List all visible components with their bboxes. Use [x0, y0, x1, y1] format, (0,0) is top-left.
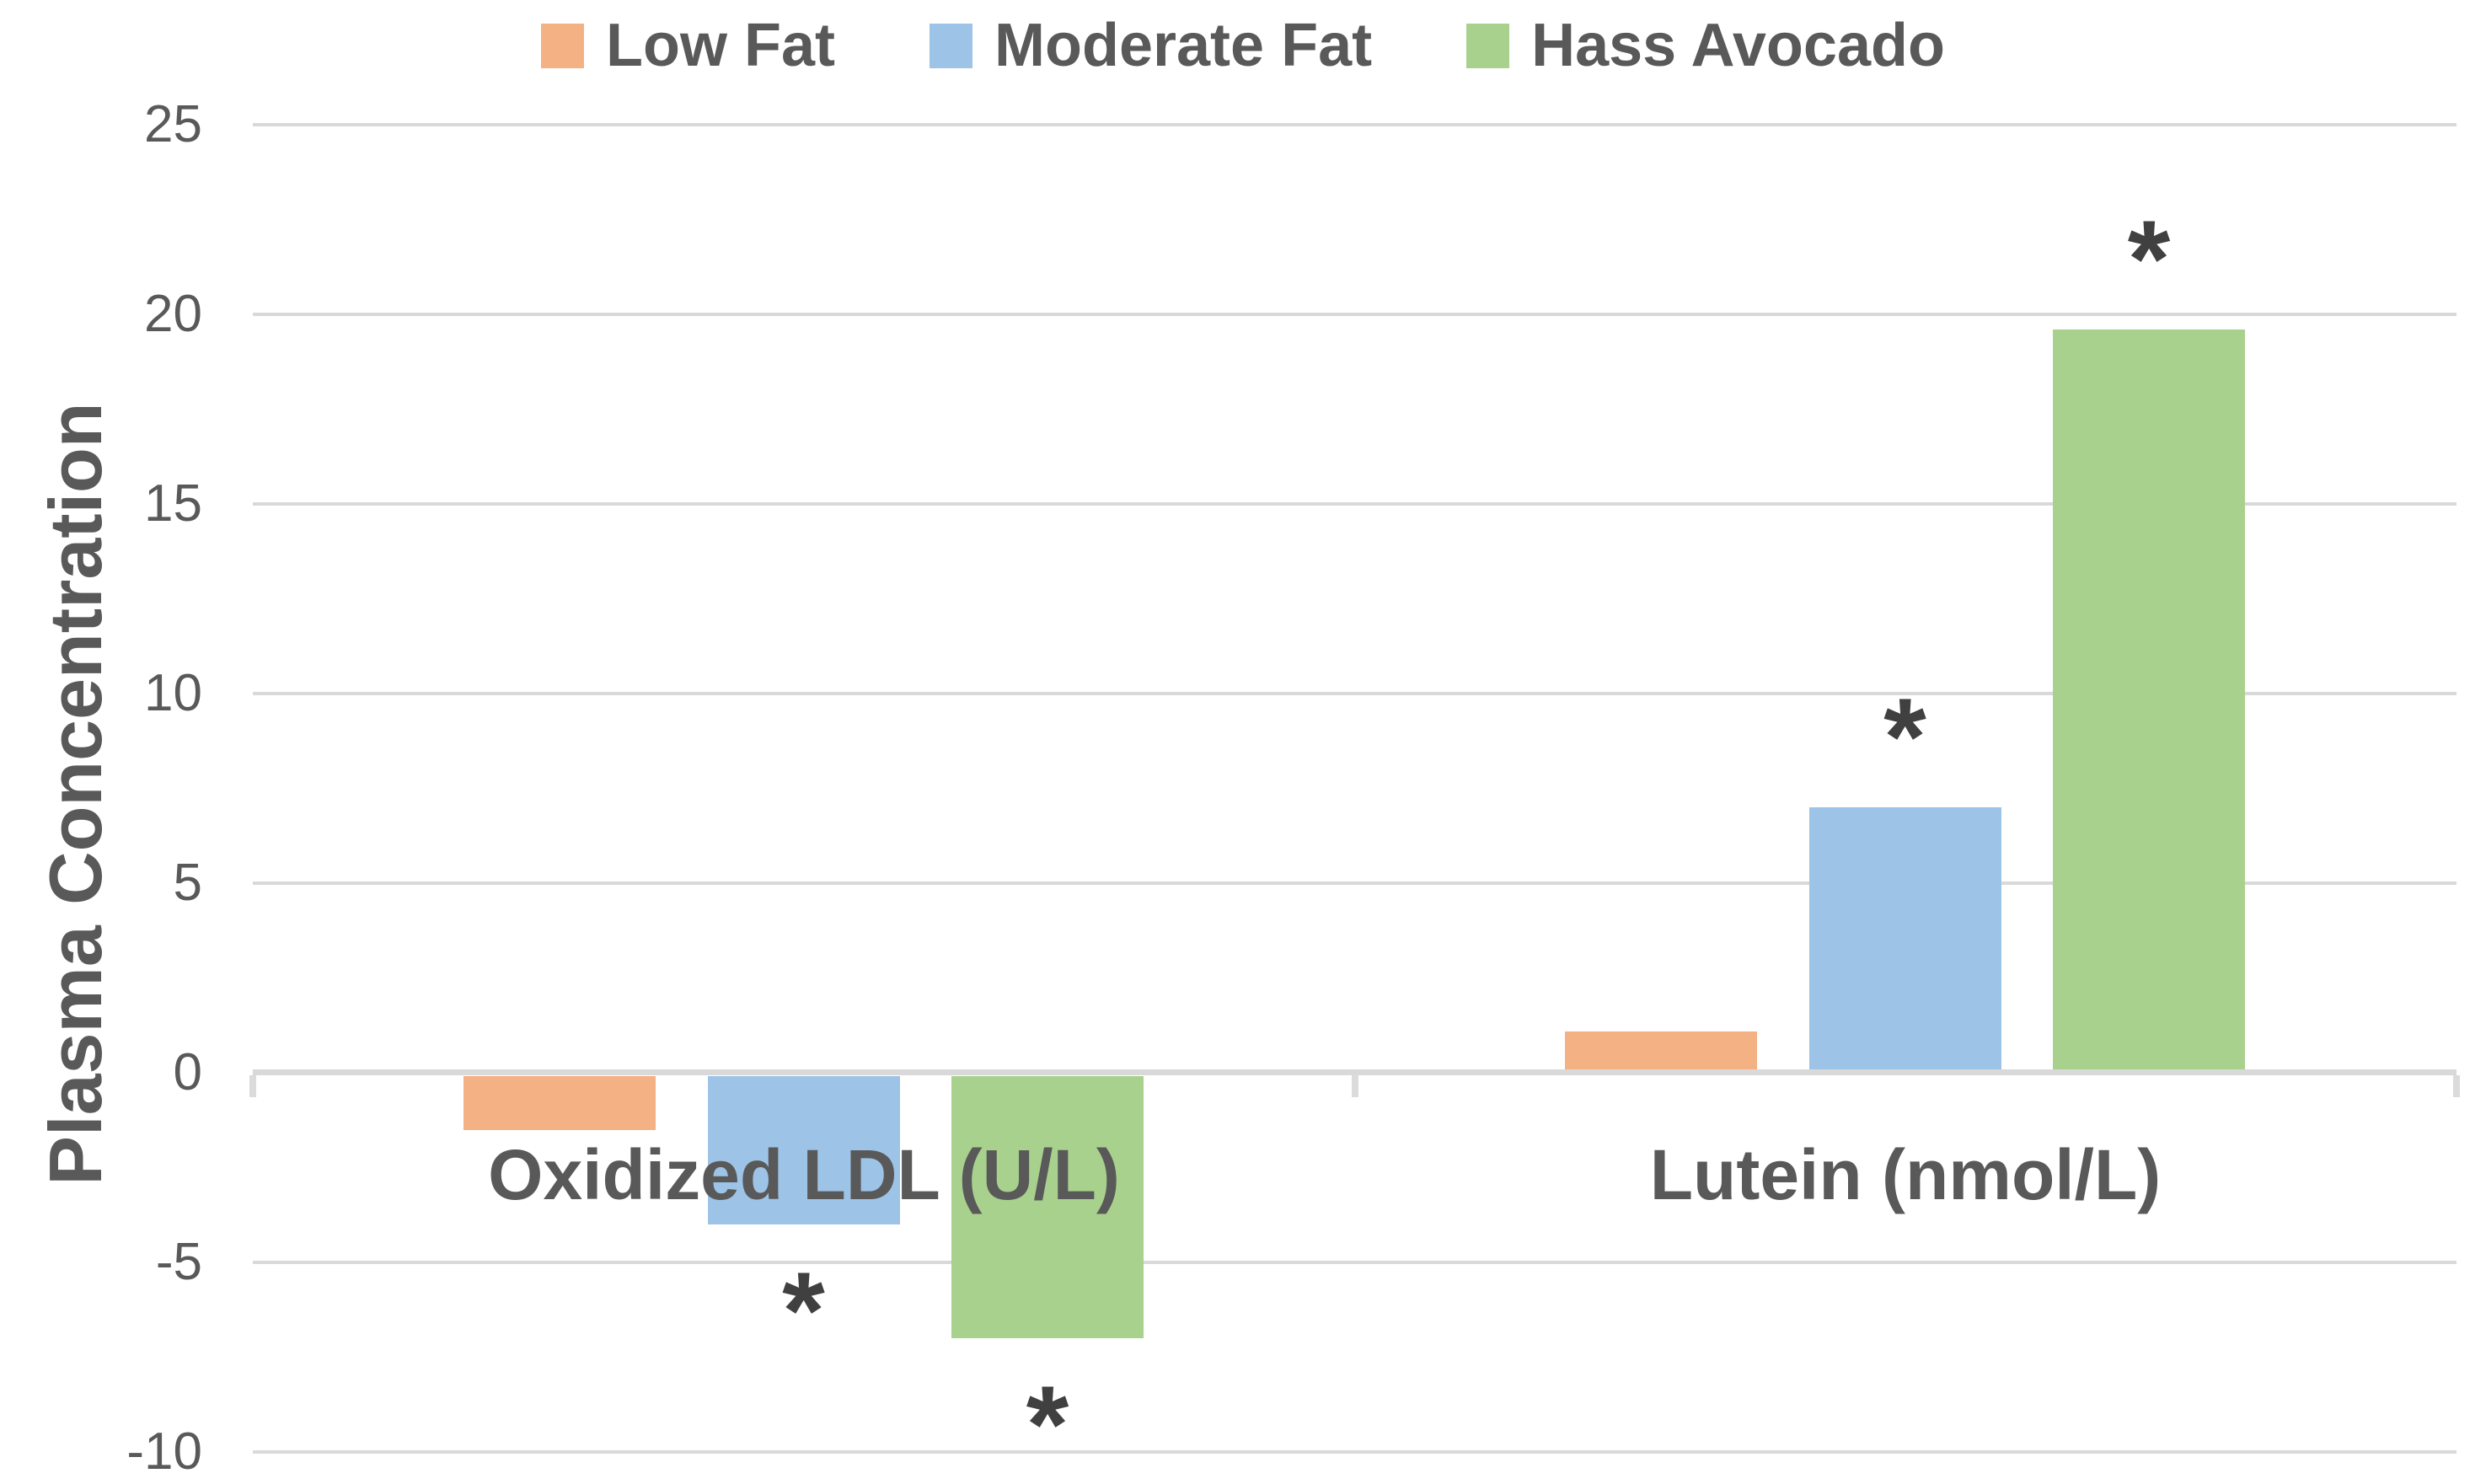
gridline — [253, 1450, 2457, 1454]
legend-entry-moderate-fat: Moderate Fat — [930, 15, 1372, 76]
y-tick-label: 5 — [173, 854, 202, 912]
significance-asterisk: * — [2127, 197, 2171, 320]
zero-axis-line — [253, 1069, 2457, 1075]
legend-swatch-icon — [541, 23, 585, 68]
legend-label: Moderate Fat — [994, 12, 1373, 79]
bar-low-fat — [1565, 1031, 1757, 1069]
bar-moderate-fat — [707, 1076, 900, 1224]
legend-entry-hass-avocado: Hass Avocado — [1466, 15, 1945, 76]
bar-moderate-fat — [1808, 807, 2001, 1069]
gridline — [253, 881, 2457, 885]
axis-tick-mark — [1351, 1075, 1358, 1097]
legend-swatch-icon — [1466, 23, 1510, 68]
axis-tick-mark — [2453, 1075, 2460, 1097]
gridline — [253, 692, 2457, 695]
category-label: Lutein (nmol/L) — [1649, 1135, 2162, 1214]
gridline — [253, 313, 2457, 316]
legend-label: Hass Avocado — [1531, 12, 1945, 79]
legend-entry-low-fat: Low Fat — [541, 15, 835, 76]
axis-tick-mark — [249, 1075, 256, 1097]
y-tick-label: -10 — [126, 1422, 202, 1481]
bar-hass-avocado — [2053, 329, 2245, 1069]
legend-label: Low Fat — [606, 12, 836, 79]
y-tick-label: 0 — [173, 1043, 202, 1101]
y-tick-label: 15 — [144, 474, 202, 533]
bar-low-fat — [463, 1076, 656, 1130]
gridline — [253, 123, 2457, 126]
significance-asterisk: * — [1883, 675, 1926, 798]
y-tick-label: 25 — [144, 95, 202, 153]
y-tick-label: 20 — [144, 285, 202, 343]
gridline — [253, 1261, 2457, 1264]
y-tick-label: -5 — [155, 1233, 202, 1291]
y-tick-label: 10 — [144, 664, 202, 722]
chart-legend: Low Fat Moderate Fat Hass Avocado — [0, 15, 2486, 76]
legend-swatch-icon — [930, 23, 973, 68]
category-label: Oxidized LDL (U/L) — [488, 1135, 1120, 1214]
gridline — [253, 502, 2457, 506]
bar-hass-avocado — [951, 1076, 1144, 1338]
significance-asterisk: * — [782, 1249, 825, 1372]
significance-asterisk: * — [1026, 1363, 1069, 1484]
